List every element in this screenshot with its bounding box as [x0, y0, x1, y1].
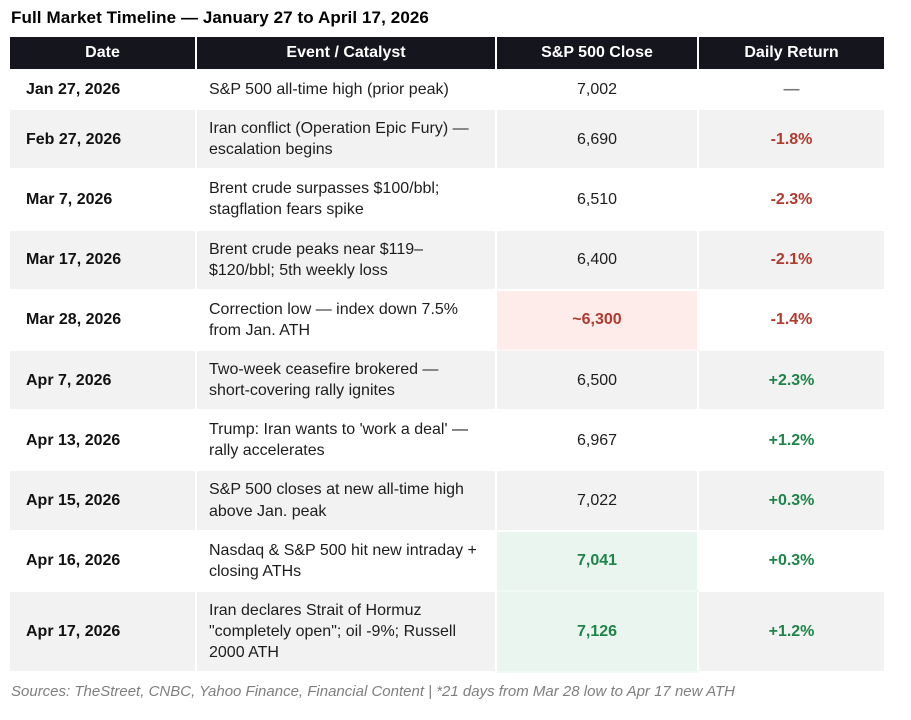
- date-cell: Jan 27, 2026: [10, 70, 197, 111]
- return-cell: +0.3%: [698, 470, 884, 532]
- close-cell: ~6,300: [496, 289, 699, 351]
- header-row: Date Event / Catalyst S&P 500 Close Dail…: [10, 37, 884, 71]
- date-cell: Mar 17, 2026: [10, 229, 197, 291]
- table-row: Apr 17, 2026 Iran declares Strait of Hor…: [10, 590, 884, 674]
- table-row: Mar 17, 2026 Brent crude peaks near $119…: [10, 229, 884, 291]
- table-row: Apr 13, 2026 Trump: Iran wants to 'work …: [10, 410, 884, 472]
- close-cell: 6,500: [496, 349, 699, 412]
- event-cell: S&P 500 closes at new all-time high abov…: [196, 470, 497, 532]
- close-cell: 6,690: [496, 109, 699, 171]
- table-body: Jan 27, 2026 S&P 500 all-time high (prio…: [10, 70, 884, 674]
- close-cell: 7,022: [496, 470, 699, 532]
- close-cell: 7,002: [496, 70, 699, 111]
- event-cell: S&P 500 all-time high (prior peak): [196, 70, 497, 111]
- page-title: Full Market Timeline — January 27 to Apr…: [11, 8, 429, 27]
- date-cell: Apr 17, 2026: [10, 590, 197, 674]
- column-header-return: Daily Return: [698, 37, 884, 71]
- return-cell: -2.1%: [698, 229, 884, 291]
- return-cell: —: [698, 70, 884, 111]
- column-header-close: S&P 500 Close: [496, 37, 699, 71]
- return-cell: -1.4%: [698, 289, 884, 351]
- close-cell: 7,126: [496, 590, 699, 674]
- date-cell: Mar 7, 2026: [10, 169, 197, 231]
- table-row: Feb 27, 2026 Iran conflict (Operation Ep…: [10, 109, 884, 171]
- column-header-event: Event / Catalyst: [196, 37, 497, 71]
- table-row: Mar 28, 2026 Correction low — index down…: [10, 289, 884, 351]
- table-header: Date Event / Catalyst S&P 500 Close Dail…: [10, 37, 884, 71]
- event-cell: Trump: Iran wants to 'work a deal' — ral…: [196, 410, 497, 472]
- date-cell: Apr 13, 2026: [10, 410, 197, 472]
- date-cell: Feb 27, 2026: [10, 109, 197, 171]
- return-cell: -2.3%: [698, 169, 884, 231]
- date-cell: Apr 15, 2026: [10, 470, 197, 532]
- event-cell: Brent crude peaks near $119–$120/bbl; 5t…: [196, 229, 497, 291]
- event-cell: Correction low — index down 7.5% from Ja…: [196, 289, 497, 351]
- event-cell: Brent crude surpasses $100/bbl; stagflat…: [196, 169, 497, 231]
- table-row: Apr 7, 2026 Two-week ceasefire brokered …: [10, 349, 884, 412]
- table-row: Jan 27, 2026 S&P 500 all-time high (prio…: [10, 70, 884, 111]
- market-timeline-table: Date Event / Catalyst S&P 500 Close Dail…: [10, 37, 884, 674]
- date-cell: Apr 7, 2026: [10, 349, 197, 412]
- event-cell: Two-week ceasefire brokered — short-cove…: [196, 349, 497, 412]
- table-row: Apr 16, 2026 Nasdaq & S&P 500 hit new in…: [10, 530, 884, 592]
- event-cell: Iran conflict (Operation Epic Fury) — es…: [196, 109, 497, 171]
- close-cell: 6,967: [496, 410, 699, 472]
- column-header-date: Date: [10, 37, 197, 71]
- return-cell: +0.3%: [698, 530, 884, 592]
- return-cell: -1.8%: [698, 109, 884, 171]
- close-cell: 6,510: [496, 169, 699, 231]
- return-cell: +1.2%: [698, 590, 884, 674]
- date-cell: Mar 28, 2026: [10, 289, 197, 351]
- date-cell: Apr 16, 2026: [10, 530, 197, 592]
- event-cell: Iran declares Strait of Hormuz "complete…: [196, 590, 497, 674]
- close-cell: 6,400: [496, 229, 699, 291]
- return-cell: +2.3%: [698, 349, 884, 412]
- table-row: Apr 15, 2026 S&P 500 closes at new all-t…: [10, 470, 884, 532]
- sources-footnote: Sources: TheStreet, CNBC, Yahoo Finance,…: [11, 683, 735, 701]
- close-cell: 7,041: [496, 530, 699, 592]
- event-cell: Nasdaq & S&P 500 hit new intraday + clos…: [196, 530, 497, 592]
- return-cell: +1.2%: [698, 410, 884, 472]
- table-row: Mar 7, 2026 Brent crude surpasses $100/b…: [10, 169, 884, 231]
